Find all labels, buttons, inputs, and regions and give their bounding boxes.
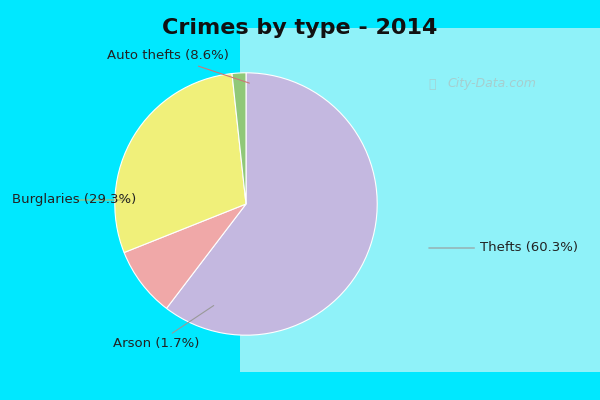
Text: Burglaries (29.3%): Burglaries (29.3%): [12, 194, 136, 206]
Text: ⓘ: ⓘ: [428, 78, 436, 90]
Text: Auto thefts (8.6%): Auto thefts (8.6%): [107, 50, 250, 83]
Text: Arson (1.7%): Arson (1.7%): [113, 306, 214, 350]
Wedge shape: [166, 73, 377, 335]
Wedge shape: [232, 73, 246, 204]
Text: Crimes by type - 2014: Crimes by type - 2014: [163, 18, 437, 38]
Text: City-Data.com: City-Data.com: [448, 78, 536, 90]
Wedge shape: [124, 204, 246, 308]
Text: Thefts (60.3%): Thefts (60.3%): [429, 242, 578, 254]
Bar: [240, 28, 600, 372]
Wedge shape: [115, 74, 246, 252]
